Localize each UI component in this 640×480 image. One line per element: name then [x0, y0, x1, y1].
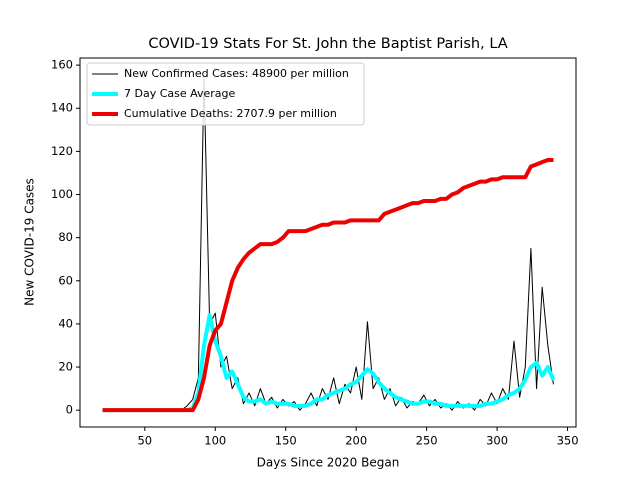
x-tick-label: 350 [557, 434, 579, 448]
y-tick-label: 160 [51, 58, 73, 72]
legend-label: 7 Day Case Average [124, 87, 236, 100]
x-tick-label: 250 [416, 434, 438, 448]
y-tick-label: 80 [58, 230, 73, 244]
legend-label: Cumulative Deaths: 2707.9 per million [124, 107, 337, 120]
y-tick-label: 0 [66, 403, 73, 417]
y-tick-label: 20 [58, 360, 73, 374]
legend: New Confirmed Cases: 48900 per million 7 … [86, 62, 365, 126]
y-tick-label: 140 [51, 101, 73, 115]
series-line [102, 75, 554, 411]
y-tick-label: 60 [58, 273, 73, 287]
y-tick-label: 40 [58, 316, 73, 330]
series-line [102, 158, 554, 413]
x-tick-label: 200 [345, 434, 367, 448]
y-axis-label: New COVID-19 Cases [23, 178, 37, 306]
x-axis-label: Days Since 2020 Began [257, 456, 400, 470]
y-tick-label: 100 [51, 187, 73, 201]
x-tick-label: 100 [204, 434, 226, 448]
plot-area [102, 75, 556, 413]
y-tick-label: 120 [51, 144, 73, 158]
chart-title: COVID-19 Stats For St. John the Baptist … [148, 36, 507, 52]
legend-label: New Confirmed Cases: 48900 per million [124, 67, 349, 80]
axes-frame [79, 57, 577, 428]
x-tick-label: 150 [275, 434, 297, 448]
x-tick-label: 300 [486, 434, 508, 448]
legend-box [86, 62, 365, 126]
series-line [102, 313, 556, 413]
x-tick-label: 50 [137, 434, 152, 448]
